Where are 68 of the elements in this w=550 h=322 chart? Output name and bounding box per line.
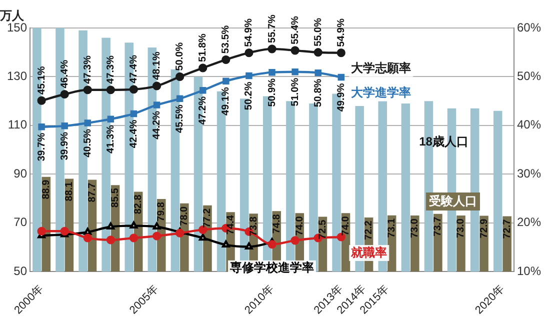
data-label: 74.4 (225, 214, 236, 235)
data-label: 55.4% (290, 16, 301, 44)
data-label: 48.1% (152, 52, 163, 80)
data-label: 72.9 (478, 218, 490, 238)
data-label: 50.0% (174, 42, 186, 71)
data-label: 47.4% (128, 54, 140, 84)
y2-tick-label: 30% (516, 166, 542, 180)
data-label: 39.9% (59, 132, 70, 160)
data-label: 46.4% (59, 60, 70, 88)
data-label: 85.5 (110, 188, 122, 208)
y-tick-label: 130 (6, 69, 28, 84)
y2-tick-label: 50% (516, 69, 542, 84)
data-label: 54.9% (244, 18, 255, 47)
data-label: 47.3% (82, 55, 94, 84)
data-label: 77.2 (202, 208, 214, 228)
data-label: 50.9% (266, 78, 278, 107)
y-tick-label: 90 (14, 166, 28, 180)
data-label: 55.0% (312, 18, 324, 46)
data-label: 40.5% (82, 128, 94, 158)
data-label: 45.5% (174, 104, 186, 133)
data-label: 79.8 (156, 202, 168, 222)
series-label: 18歳人口 (419, 134, 468, 149)
series-label: 大学進学率 (351, 86, 412, 100)
y-axis-title: 万人 (0, 8, 25, 22)
series-label: 大学志願率 (351, 61, 412, 76)
data-label: 49.9% (336, 83, 347, 112)
data-label: 42.4% (128, 120, 140, 148)
data-label: 73.0 (456, 218, 467, 238)
data-label: 51.8% (198, 33, 209, 62)
y2-tick-label: 10% (516, 264, 542, 278)
y2-tick-label: 40% (516, 118, 542, 132)
data-label: 72.5 (317, 219, 328, 240)
data-label: 49.1% (220, 87, 232, 116)
data-label: 88.9 (40, 179, 52, 200)
data-label: 39.7% (36, 132, 48, 162)
data-label: 78.0 (179, 206, 190, 226)
data-label: 73.0 (410, 218, 421, 238)
data-label: 88.1 (64, 181, 75, 202)
y2-tick-label: 20% (516, 215, 542, 230)
data-label: 87.7 (86, 182, 98, 202)
y2-tick-label: 60% (516, 20, 542, 34)
data-label: 82.8 (133, 194, 144, 214)
series-label: 専修学校進学率 (229, 260, 314, 275)
data-label: 51.0% (290, 78, 301, 106)
data-label: 72.7 (502, 218, 513, 239)
data-label: 73.7 (432, 216, 444, 236)
y-tick-label: 70 (14, 215, 28, 230)
data-label: 47.2% (198, 96, 209, 125)
data-label: 73.8 (248, 216, 260, 236)
data-label: 74.0 (340, 216, 352, 236)
y-tick-label: 150 (6, 20, 28, 34)
y-tick-label: 110 (8, 118, 28, 132)
data-label: 55.7% (266, 14, 278, 43)
data-label: 50.8% (312, 78, 324, 108)
data-label: 45.1% (36, 66, 48, 95)
y-tick-label: 50 (14, 264, 28, 278)
data-label: 74.8 (271, 214, 282, 234)
data-label: 72.2 (364, 220, 375, 240)
data-label: 50.2% (244, 82, 255, 110)
series-label: 就職率 (350, 245, 388, 260)
data-label: 47.3% (105, 55, 116, 84)
data-label: 53.5% (220, 25, 232, 54)
data-label: 44.2% (152, 110, 163, 140)
data-label: 73.1 (386, 218, 398, 238)
data-label: 74.0 (294, 216, 306, 236)
series-label: 受験人口 (428, 194, 477, 208)
data-label: 54.9% (336, 18, 347, 47)
data-label: 41.3% (105, 124, 116, 154)
